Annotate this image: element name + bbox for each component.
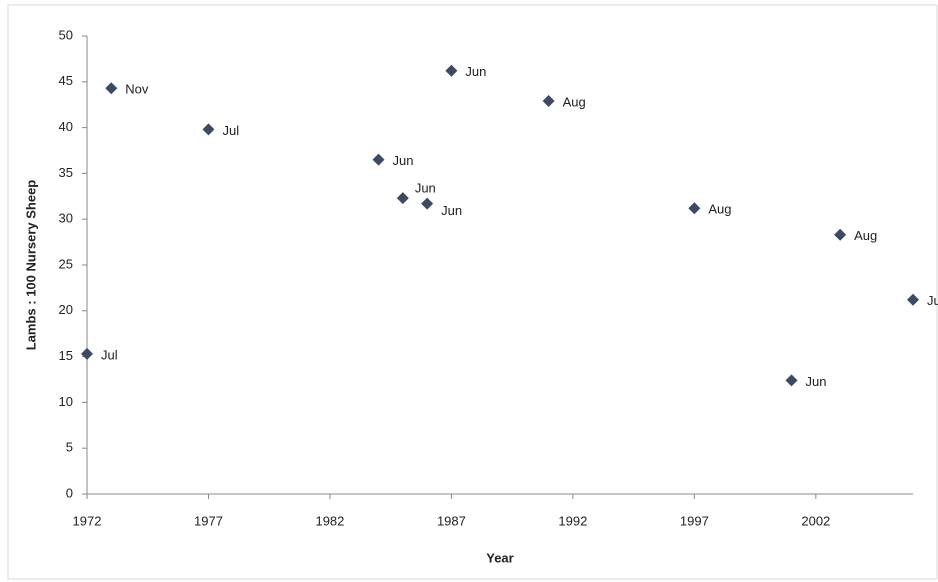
data-label: Jun: [441, 203, 462, 218]
data-label: Aug: [563, 94, 586, 109]
y-tick-label: 10: [59, 394, 73, 409]
data-label: Jul: [222, 123, 239, 138]
data-point: [834, 228, 847, 241]
x-tick-label: 1977: [194, 513, 223, 528]
y-tick-label: 25: [59, 256, 73, 271]
data-point: [372, 153, 385, 166]
y-tick-label: 45: [59, 73, 73, 88]
x-tick-label: 1997: [680, 513, 709, 528]
y-tick-label: 5: [66, 440, 73, 455]
data-point: [396, 192, 409, 205]
data-label: Jun: [465, 64, 486, 79]
y-tick-label: 35: [59, 165, 73, 180]
data-point: [907, 293, 919, 306]
data-label: Jun: [393, 153, 414, 168]
data-label: Nov: [125, 82, 149, 97]
data-point: [105, 82, 118, 95]
y-tick-label: 50: [59, 27, 73, 42]
x-tick-label: 1972: [73, 513, 102, 528]
x-tick-label: 1982: [315, 513, 344, 528]
data-point: [785, 374, 798, 387]
x-tick-label: 1992: [558, 513, 587, 528]
data-label: Jul: [101, 347, 118, 362]
data-point: [688, 202, 701, 215]
y-tick-label: 0: [66, 485, 73, 500]
data-label: Jun: [415, 181, 436, 196]
chart-frame: [7, 4, 938, 580]
x-axis-title: Year: [486, 550, 513, 565]
y-tick-label: 15: [59, 348, 73, 363]
data-label: Jun: [806, 374, 827, 389]
y-tick-label: 30: [59, 211, 73, 226]
data-point: [81, 347, 93, 360]
data-point: [421, 197, 434, 210]
data-point: [542, 95, 555, 108]
data-label: Aug: [854, 228, 877, 243]
data-point: [202, 123, 215, 136]
y-tick-label: 20: [59, 302, 73, 317]
data-point: [445, 64, 458, 77]
x-tick-label: 1987: [437, 513, 466, 528]
y-axis-title: Lambs : 100 Nursery Sheep: [23, 180, 38, 351]
y-tick-label: 40: [59, 119, 73, 134]
data-label: Aug: [708, 202, 731, 217]
data-label: Jul: [927, 293, 938, 308]
x-tick-label: 2002: [801, 513, 830, 528]
